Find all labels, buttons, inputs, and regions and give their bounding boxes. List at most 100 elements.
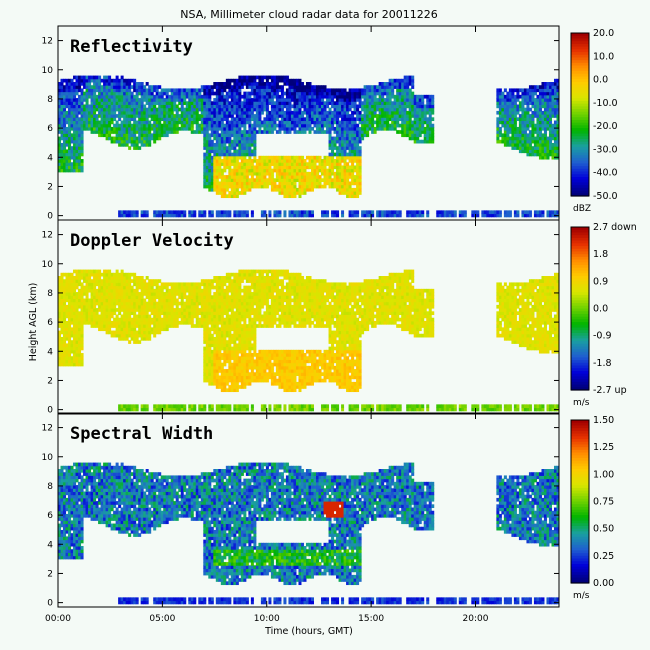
heatmap-cell bbox=[120, 98, 124, 102]
heatmap-cell bbox=[210, 133, 214, 138]
heatmap-cell bbox=[63, 314, 67, 319]
heatmap-cell bbox=[516, 110, 520, 115]
heatmap-cell bbox=[398, 104, 402, 109]
heatmap-cell bbox=[193, 104, 197, 109]
heatmap-cell bbox=[521, 213, 525, 218]
heatmap-cell bbox=[220, 142, 224, 147]
heatmap-cell bbox=[361, 104, 365, 109]
heatmap-cell bbox=[308, 82, 312, 86]
heatmap-cell bbox=[388, 94, 392, 99]
heatmap-cell bbox=[203, 171, 207, 176]
heatmap-cell bbox=[346, 142, 350, 147]
heatmap-cell bbox=[376, 91, 380, 96]
heatmap-cell bbox=[210, 146, 214, 150]
heatmap-cell bbox=[58, 353, 62, 357]
heatmap-cell bbox=[496, 139, 500, 144]
heatmap-cell bbox=[240, 133, 244, 138]
heatmap-cell bbox=[308, 162, 312, 166]
heatmap-cell bbox=[215, 175, 219, 179]
heatmap-cell bbox=[318, 98, 322, 102]
heatmap-cell bbox=[68, 324, 72, 328]
heatmap-cell bbox=[418, 107, 422, 112]
heatmap-cell bbox=[228, 162, 232, 166]
heatmap-cell bbox=[128, 210, 132, 215]
heatmap-cell bbox=[496, 94, 500, 99]
heatmap-cell bbox=[293, 104, 297, 109]
heatmap-cell bbox=[416, 120, 420, 125]
heatmap-cell bbox=[376, 120, 380, 125]
heatmap-cell bbox=[366, 213, 370, 218]
heatmap-cell bbox=[78, 149, 82, 154]
heatmap-cell bbox=[361, 91, 365, 96]
heatmap-cell bbox=[90, 285, 94, 290]
heatmap-cell bbox=[290, 181, 294, 186]
heatmap-cell bbox=[245, 133, 249, 138]
heatmap-cell bbox=[130, 107, 134, 112]
heatmap-cell bbox=[551, 155, 555, 160]
heatmap-cell bbox=[238, 107, 242, 112]
heatmap-cell bbox=[391, 82, 395, 86]
colorbar-step bbox=[571, 46, 589, 50]
heatmap-cell bbox=[453, 213, 457, 218]
colorbar-step bbox=[571, 187, 589, 192]
heatmap-cell bbox=[70, 308, 74, 312]
heatmap-cell bbox=[108, 269, 112, 274]
heatmap-cell bbox=[523, 107, 527, 112]
heatmap-cell bbox=[70, 91, 74, 96]
heatmap-cell bbox=[243, 123, 247, 128]
heatmap-cell bbox=[321, 120, 325, 125]
heatmap-cell bbox=[205, 136, 209, 141]
heatmap-cell bbox=[73, 276, 77, 280]
heatmap-cell bbox=[238, 165, 242, 170]
heatmap-cell bbox=[225, 194, 229, 199]
heatmap-cell bbox=[150, 136, 154, 141]
heatmap-cell bbox=[243, 107, 247, 112]
heatmap-cell bbox=[113, 114, 117, 118]
heatmap-cell bbox=[258, 123, 262, 128]
heatmap-cell bbox=[60, 359, 64, 364]
colorbar-step bbox=[571, 133, 589, 137]
heatmap-cell bbox=[245, 178, 249, 182]
heatmap-cell bbox=[398, 110, 402, 115]
heatmap-cell bbox=[243, 168, 247, 173]
heatmap-cell bbox=[68, 340, 72, 344]
heatmap-cell bbox=[346, 194, 350, 199]
heatmap-cell bbox=[298, 178, 302, 182]
heatmap-cell bbox=[140, 110, 144, 115]
heatmap-cell bbox=[333, 136, 337, 141]
heatmap-cell bbox=[200, 107, 204, 112]
heatmap-cell bbox=[316, 168, 320, 173]
heatmap-cell bbox=[123, 136, 127, 141]
heatmap-cell bbox=[223, 187, 227, 192]
heatmap-cell bbox=[426, 130, 430, 134]
heatmap-cell bbox=[396, 88, 400, 93]
heatmap-cell bbox=[63, 152, 67, 157]
heatmap-cell bbox=[125, 130, 129, 134]
heatmap-cell bbox=[70, 276, 74, 280]
heatmap-cell bbox=[270, 104, 274, 109]
heatmap-cell bbox=[173, 126, 177, 131]
heatmap-cell bbox=[245, 82, 249, 86]
heatmap-cell bbox=[518, 139, 522, 144]
heatmap-cell bbox=[123, 123, 127, 128]
heatmap-cell bbox=[203, 117, 207, 122]
heatmap-cell bbox=[368, 126, 372, 131]
heatmap-cell bbox=[321, 171, 325, 176]
heatmap-cell bbox=[280, 187, 284, 192]
heatmap-cell bbox=[240, 123, 244, 128]
heatmap-cell bbox=[401, 94, 405, 99]
heatmap-cell bbox=[250, 184, 254, 189]
heatmap-cell bbox=[183, 126, 187, 131]
heatmap-cell bbox=[153, 139, 157, 144]
heatmap-cell bbox=[95, 320, 99, 325]
heatmap-cell bbox=[323, 210, 327, 215]
heatmap-cell bbox=[233, 175, 237, 179]
heatmap-cell bbox=[63, 101, 67, 105]
heatmap-cell bbox=[240, 165, 244, 170]
heatmap-cell bbox=[153, 210, 157, 215]
heatmap-cell bbox=[358, 94, 362, 99]
heatmap-cell bbox=[341, 187, 345, 192]
heatmap-cell bbox=[145, 130, 149, 134]
heatmap-cell bbox=[406, 126, 410, 131]
heatmap-cell bbox=[541, 98, 545, 102]
